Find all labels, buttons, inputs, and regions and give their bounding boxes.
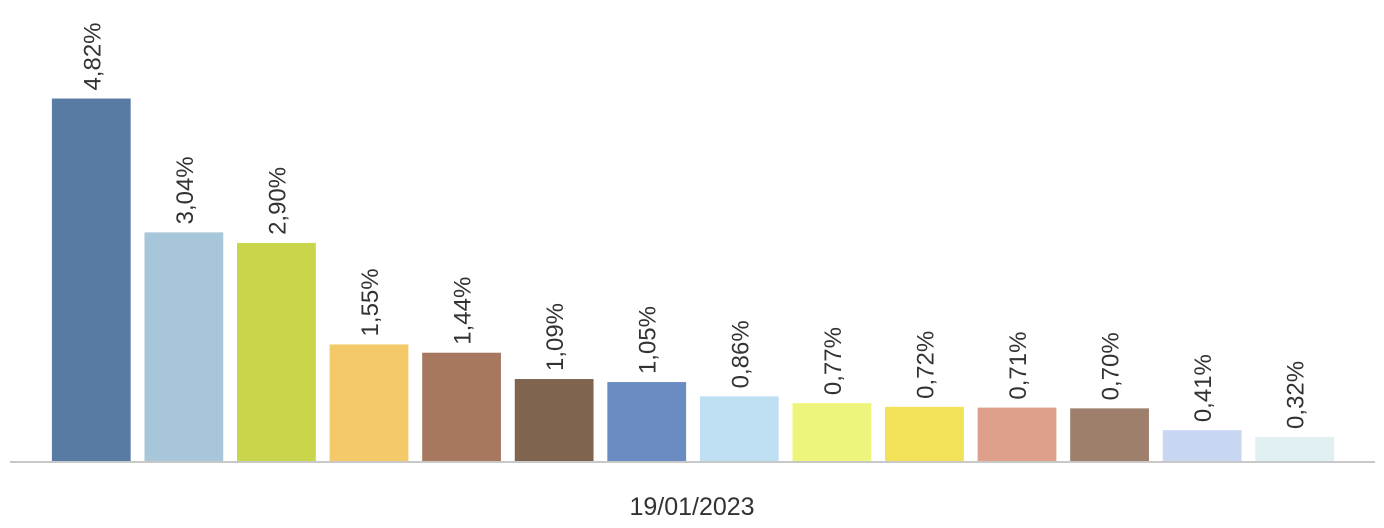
value-label: 2,90% (264, 167, 291, 235)
bar (1162, 430, 1242, 461)
x-axis-label: 19/01/2023 (629, 493, 754, 521)
value-label: 0,77% (820, 327, 847, 395)
bar (885, 406, 964, 461)
bar (514, 379, 594, 461)
value-label: 0,71% (1005, 332, 1032, 400)
value-label: 1,05% (635, 306, 662, 374)
bar (51, 98, 131, 461)
value-label: 3,04% (172, 156, 199, 224)
value-label: 0,86% (727, 320, 754, 388)
bar (977, 407, 1057, 461)
value-label: 0,32% (1283, 361, 1310, 429)
bar (607, 382, 687, 461)
bar (237, 242, 316, 461)
bar (422, 352, 501, 461)
value-label: 0,70% (1098, 332, 1125, 400)
bar (699, 396, 779, 461)
bar (329, 344, 409, 461)
value-label: 1,55% (357, 268, 384, 336)
value-label: 0,72% (912, 331, 939, 399)
bar (1070, 408, 1149, 461)
value-label: 4,82% (79, 22, 106, 90)
bar (144, 232, 224, 461)
bar (792, 403, 872, 461)
value-label: 1,09% (542, 303, 569, 371)
bar (1255, 436, 1335, 461)
value-label: 0,41% (1190, 354, 1217, 422)
value-label: 1,44% (450, 277, 477, 345)
